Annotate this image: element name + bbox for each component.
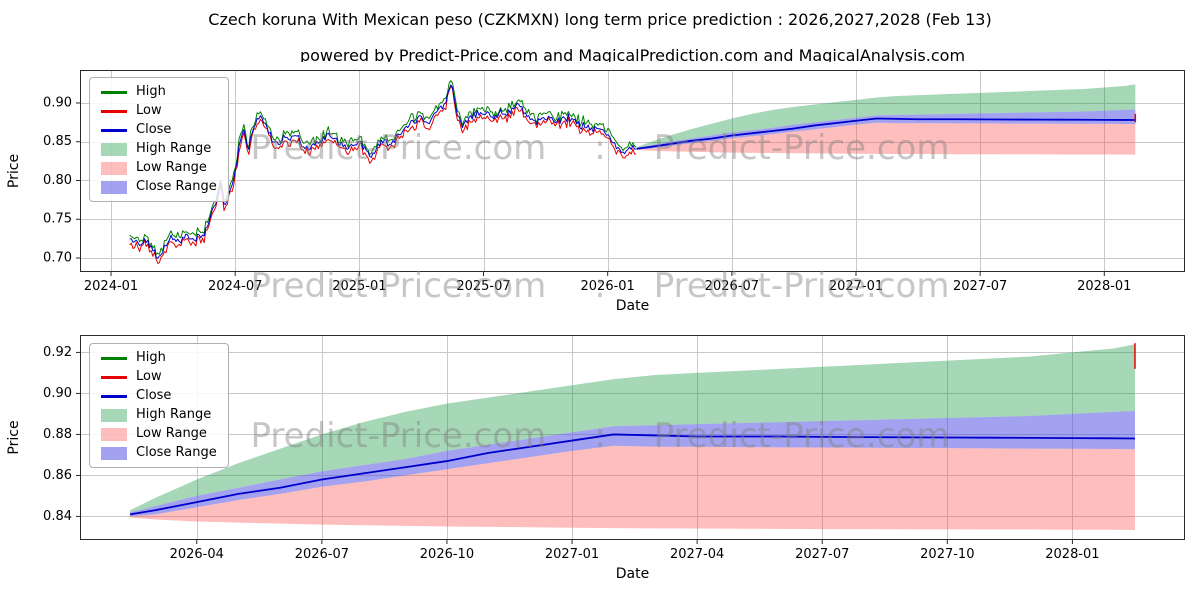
legend-label: Close xyxy=(136,122,172,137)
legend-item-low-range: Low Range xyxy=(101,427,217,441)
legend-patch-swatch xyxy=(101,408,127,422)
legend-item-high: High xyxy=(101,85,217,99)
legend-label: Low xyxy=(136,103,162,118)
legend-patch-swatch xyxy=(101,446,127,460)
legend-item-close: Close xyxy=(101,123,217,137)
legend-patch-swatch xyxy=(101,180,127,194)
legend-label: Low Range xyxy=(136,160,207,175)
figure-title: Czech koruna With Mexican peso (CZKMXN) … xyxy=(208,10,992,29)
legend-label: High Range xyxy=(136,407,212,422)
legend-patch-swatch xyxy=(101,161,127,175)
legend-item-low: Low xyxy=(101,104,217,118)
legend-label: High xyxy=(136,84,166,99)
legend-label: Close Range xyxy=(136,445,217,460)
legend-item-low: Low xyxy=(101,370,217,384)
legend-patch-swatch xyxy=(101,142,127,156)
legend-line-swatch xyxy=(101,128,127,132)
legend-top-chart: High Low Close High Range Low Range Close Ran… xyxy=(89,77,229,202)
legend-label: Low Range xyxy=(136,426,207,441)
powered-by-subtitle: powered by Predict-Price.com and Magical… xyxy=(299,46,966,65)
legend-bottom-chart: High Low Close High Range Low Range Close Ran… xyxy=(89,343,229,468)
legend-label: Close Range xyxy=(136,179,217,194)
legend-line-swatch xyxy=(101,394,127,398)
legend-label: High Range xyxy=(136,141,212,156)
legend-line-swatch xyxy=(101,375,127,379)
legend-item-high: High xyxy=(101,351,217,365)
legend-item-close-range: Close Range xyxy=(101,180,217,194)
legend-item-close: Close xyxy=(101,389,217,403)
legend-patch-swatch xyxy=(101,427,127,441)
legend-label: Close xyxy=(136,388,172,403)
legend-item-high-range: High Range xyxy=(101,408,217,422)
legend-line-swatch xyxy=(101,90,127,94)
legend-line-swatch xyxy=(101,356,127,360)
legend-label: High xyxy=(136,350,166,365)
legend-item-low-range: Low Range xyxy=(101,161,217,175)
legend-line-swatch xyxy=(101,109,127,113)
legend-item-close-range: Close Range xyxy=(101,446,217,460)
legend-label: Low xyxy=(136,369,162,384)
legend-item-high-range: High Range xyxy=(101,142,217,156)
